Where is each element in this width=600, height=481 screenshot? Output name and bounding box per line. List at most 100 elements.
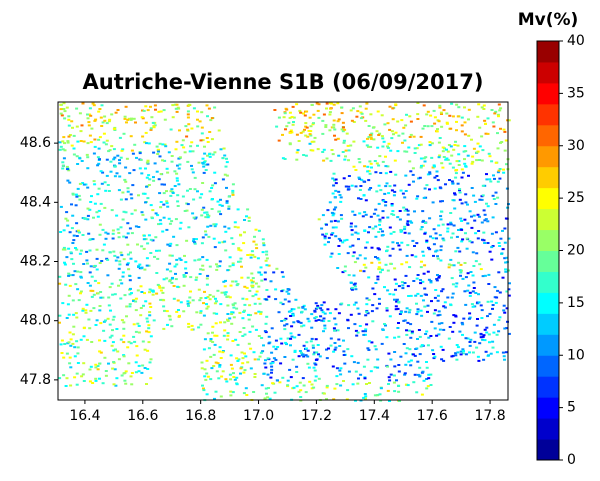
moisture-pixel (456, 346, 460, 349)
moisture-pixel (138, 151, 142, 153)
moisture-pixel (402, 126, 406, 129)
moisture-pixel (486, 205, 490, 208)
moisture-pixel (359, 117, 363, 120)
moisture-pixel (320, 304, 324, 307)
moisture-pixel (364, 333, 367, 336)
moisture-pixel (377, 297, 381, 300)
moisture-pixel (380, 268, 384, 271)
moisture-pixel (179, 259, 183, 261)
moisture-pixel (441, 237, 445, 240)
moisture-pixel (305, 110, 309, 113)
moisture-pixel (88, 380, 92, 383)
moisture-pixel (219, 148, 223, 151)
moisture-pixel (482, 108, 486, 110)
moisture-pixel (163, 309, 166, 312)
moisture-pixel (466, 203, 469, 206)
moisture-pixel (150, 216, 154, 219)
moisture-pixel (328, 312, 332, 315)
moisture-pixel (470, 187, 474, 189)
moisture-pixel (331, 214, 335, 217)
moisture-pixel (363, 230, 367, 232)
moisture-pixel (324, 124, 328, 127)
moisture-pixel (304, 134, 308, 137)
moisture-pixel (212, 312, 216, 315)
moisture-pixel (290, 116, 294, 118)
moisture-pixel (375, 190, 379, 193)
moisture-pixel (104, 189, 108, 192)
moisture-pixel (358, 325, 362, 327)
moisture-pixel (386, 245, 390, 248)
moisture-pixel (201, 384, 204, 387)
moisture-pixel (174, 148, 178, 151)
moisture-pixel (74, 204, 78, 207)
moisture-pixel (159, 110, 163, 113)
moisture-pixel (411, 167, 415, 170)
moisture-pixel (271, 361, 275, 364)
moisture-pixel (197, 161, 201, 164)
moisture-pixel (470, 162, 474, 165)
moisture-pixel (360, 178, 364, 181)
moisture-pixel (89, 265, 93, 268)
moisture-pixel (75, 316, 79, 319)
moisture-pixel (395, 379, 398, 382)
colorbar-level (537, 82, 559, 105)
moisture-pixel (148, 311, 152, 314)
moisture-pixel (459, 274, 462, 277)
moisture-pixel (498, 168, 502, 170)
moisture-pixel (415, 302, 418, 305)
moisture-pixel (205, 258, 209, 261)
moisture-pixel (190, 141, 194, 144)
moisture-pixel (320, 319, 324, 322)
moisture-pixel (394, 173, 398, 176)
moisture-pixel (210, 367, 214, 370)
moisture-pixel (134, 300, 138, 303)
moisture-pixel (323, 237, 327, 240)
moisture-pixel (185, 239, 189, 242)
moisture-pixel (134, 309, 138, 312)
moisture-pixel (437, 333, 441, 336)
moisture-pixel (394, 288, 397, 291)
moisture-pixel (272, 271, 276, 274)
moisture-pixel (115, 328, 119, 330)
moisture-pixel (413, 354, 417, 357)
moisture-pixel (304, 122, 308, 125)
moisture-pixel (418, 366, 422, 369)
moisture-pixel (146, 109, 150, 112)
colorbar-level (537, 103, 559, 126)
moisture-pixel (147, 324, 151, 327)
moisture-pixel (422, 379, 426, 382)
moisture-pixel (128, 293, 132, 296)
moisture-pixel (226, 338, 230, 341)
moisture-pixel (393, 365, 397, 368)
moisture-pixel (171, 192, 175, 194)
moisture-pixel (126, 190, 130, 193)
moisture-pixel (72, 153, 76, 156)
moisture-pixel (86, 167, 90, 170)
moisture-pixel (236, 208, 240, 211)
moisture-pixel (478, 263, 482, 266)
moisture-pixel (210, 208, 214, 210)
moisture-pixel (499, 237, 503, 240)
moisture-pixel (253, 235, 256, 238)
moisture-pixel (440, 322, 444, 325)
moisture-pixel (454, 285, 458, 288)
moisture-pixel (264, 322, 268, 325)
moisture-pixel (243, 231, 246, 234)
moisture-pixel (441, 288, 445, 291)
moisture-pixel (420, 314, 424, 317)
moisture-pixel (120, 149, 124, 152)
moisture-pixel (389, 358, 393, 361)
moisture-pixel (149, 204, 153, 207)
moisture-pixel (496, 132, 499, 135)
moisture-pixel (167, 314, 171, 317)
moisture-pixel (485, 331, 489, 334)
moisture-pixel (455, 169, 459, 171)
moisture-pixel (179, 301, 183, 304)
moisture-pixel (89, 309, 93, 312)
moisture-pixel (155, 145, 159, 148)
moisture-pixel (311, 123, 315, 126)
moisture-pixel (455, 103, 459, 106)
moisture-pixel (357, 238, 360, 241)
moisture-pixel (482, 104, 486, 107)
moisture-pixel (390, 203, 394, 205)
